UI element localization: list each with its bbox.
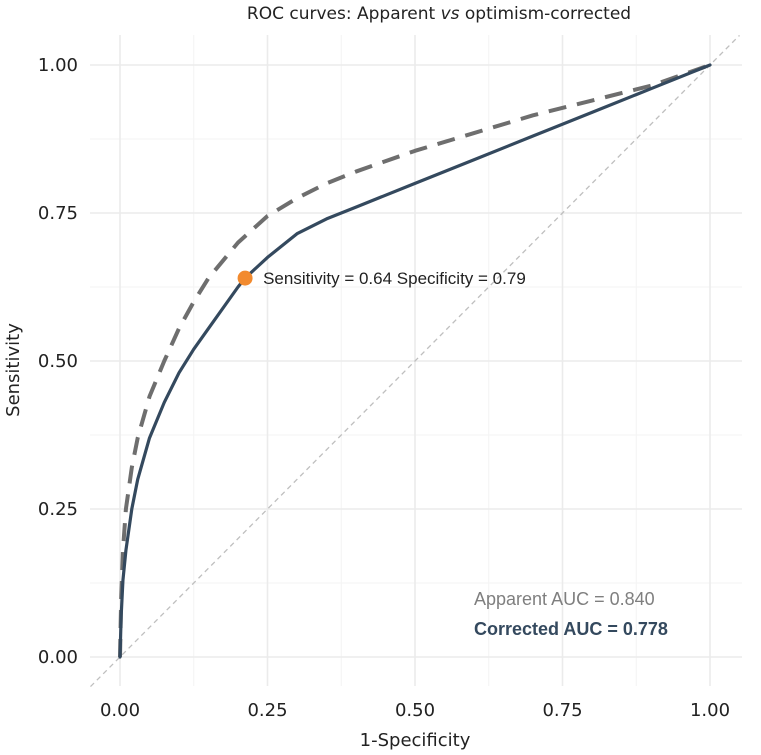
title-part-vs: vs xyxy=(441,4,460,24)
title-part-1: ROC curves: Apparent xyxy=(247,4,441,24)
title-part-2: optimism-corrected xyxy=(459,4,631,24)
x-tick-label: 0.00 xyxy=(100,700,140,721)
y-tick-label: 0.50 xyxy=(38,351,78,372)
x-tick-label: 0.25 xyxy=(247,700,287,721)
y-tick-label: 0.75 xyxy=(38,203,78,224)
x-axis-label: 1-Specificity xyxy=(360,730,471,751)
corrected-auc-label: Corrected AUC = 0.778 xyxy=(474,619,668,639)
series-line-apparent xyxy=(118,63,711,658)
x-tick-labels: 0.00 0.25 0.50 0.75 1.00 xyxy=(100,700,730,721)
y-tick-labels: 0.00 0.25 0.50 0.75 1.00 xyxy=(38,55,78,668)
y-axis-label: Sensitivity xyxy=(3,323,24,417)
series-layer xyxy=(90,34,740,688)
point-layer: Sensitivity = 0.64 Specificity = 0.79 xyxy=(237,269,526,288)
grid xyxy=(90,35,742,686)
apparent-auc-label: Apparent AUC = 0.840 xyxy=(474,589,655,609)
x-tick-label: 0.50 xyxy=(395,700,435,721)
optimal-cutoff-label: Sensitivity = 0.64 Specificity = 0.79 xyxy=(263,269,526,288)
y-tick-label: 0.00 xyxy=(38,647,78,668)
optimal-cutoff-point xyxy=(237,270,253,286)
y-tick-label: 0.25 xyxy=(38,499,78,520)
chart-title: ROC curves: Apparent vs optimism-correct… xyxy=(247,4,631,24)
series-line-corrected xyxy=(118,63,712,659)
series-line-reference xyxy=(90,34,740,688)
x-tick-label: 1.00 xyxy=(690,700,730,721)
x-tick-label: 0.75 xyxy=(542,700,582,721)
y-tick-label: 1.00 xyxy=(38,55,78,76)
